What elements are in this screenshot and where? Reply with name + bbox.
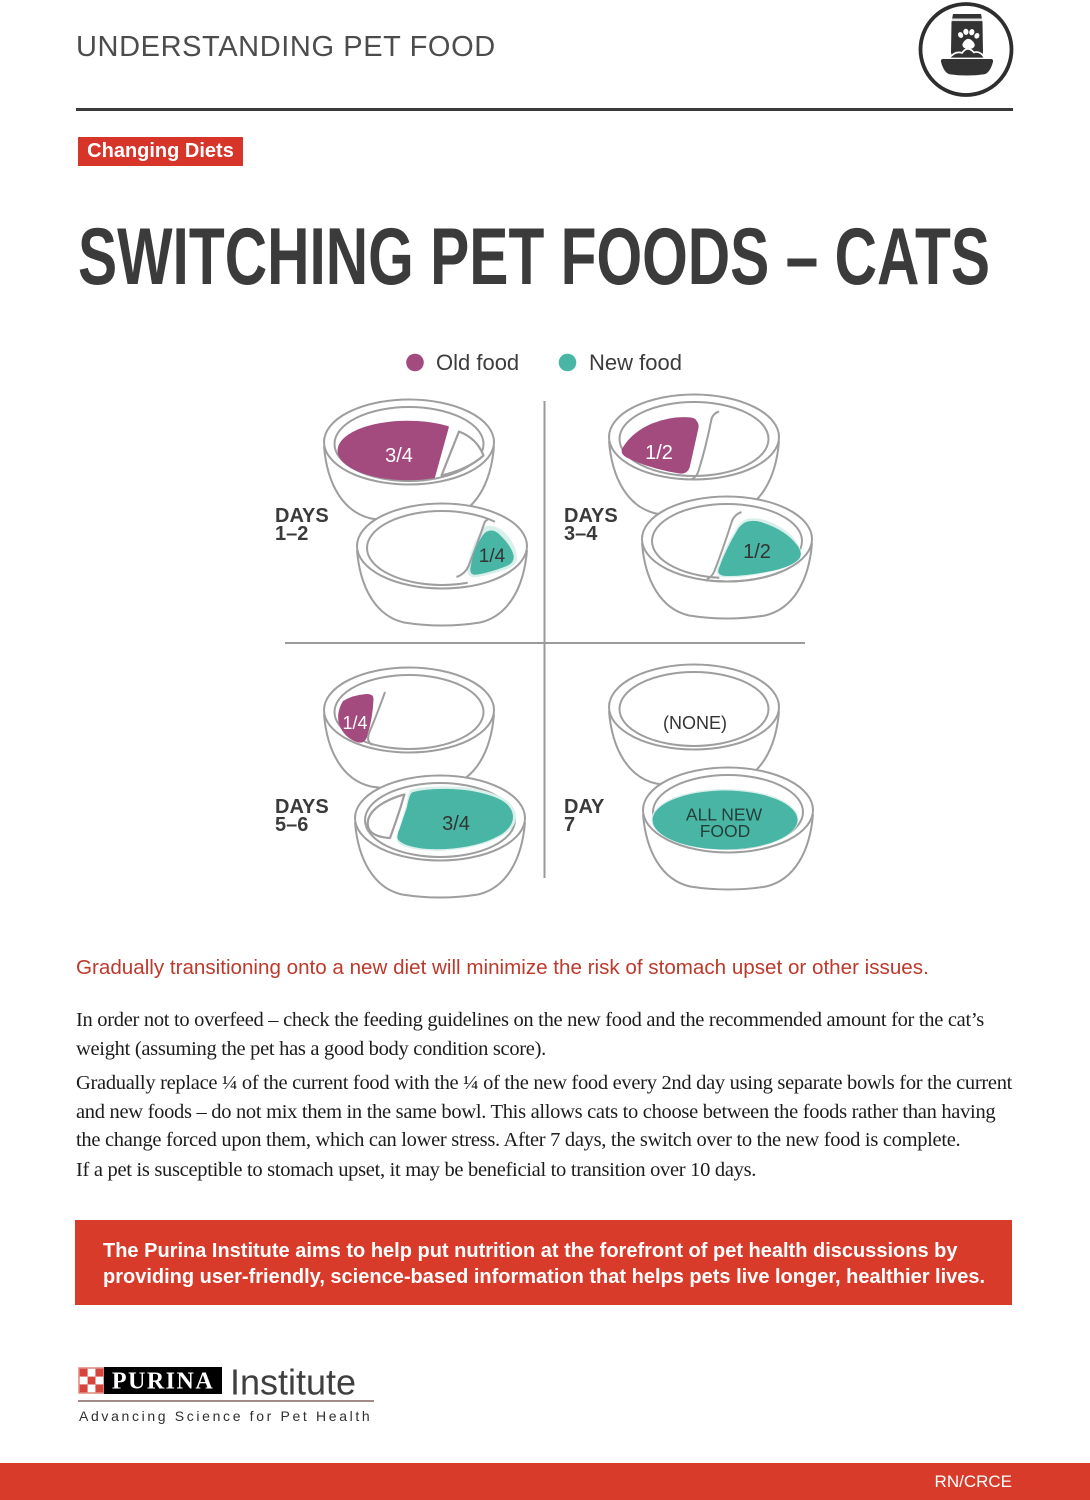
- svg-text:New food: New food: [589, 350, 682, 375]
- svg-text:7: 7: [564, 814, 575, 836]
- svg-text:FOOD: FOOD: [700, 821, 751, 841]
- svg-text:1/4: 1/4: [342, 713, 367, 733]
- svg-text:Institute: Institute: [230, 1362, 356, 1403]
- svg-text:3/4: 3/4: [385, 445, 413, 467]
- svg-text:DAYS: DAYS: [275, 796, 329, 818]
- svg-text:Old food: Old food: [436, 350, 519, 375]
- svg-text:5–6: 5–6: [275, 814, 308, 836]
- svg-text:1/2: 1/2: [743, 541, 771, 563]
- svg-text:3/4: 3/4: [442, 813, 470, 835]
- svg-text:DAYS: DAYS: [564, 505, 618, 527]
- svg-text:Advancing Science for Pet Heal: Advancing Science for Pet Health: [79, 1408, 372, 1424]
- svg-text:DAYS: DAYS: [275, 505, 329, 527]
- svg-text:1/2: 1/2: [645, 442, 673, 464]
- svg-text:DAY: DAY: [564, 796, 605, 818]
- svg-text:SWITCHING PET FOODS – CATS: SWITCHING PET FOODS – CATS: [78, 212, 990, 302]
- svg-text:ALL NEW: ALL NEW: [686, 805, 763, 825]
- svg-text:1–2: 1–2: [275, 523, 308, 545]
- svg-text:(NONE): (NONE): [663, 713, 727, 733]
- svg-text:PURINA: PURINA: [112, 1369, 214, 1395]
- svg-text:3–4: 3–4: [564, 523, 598, 545]
- svg-text:1/4: 1/4: [479, 546, 506, 567]
